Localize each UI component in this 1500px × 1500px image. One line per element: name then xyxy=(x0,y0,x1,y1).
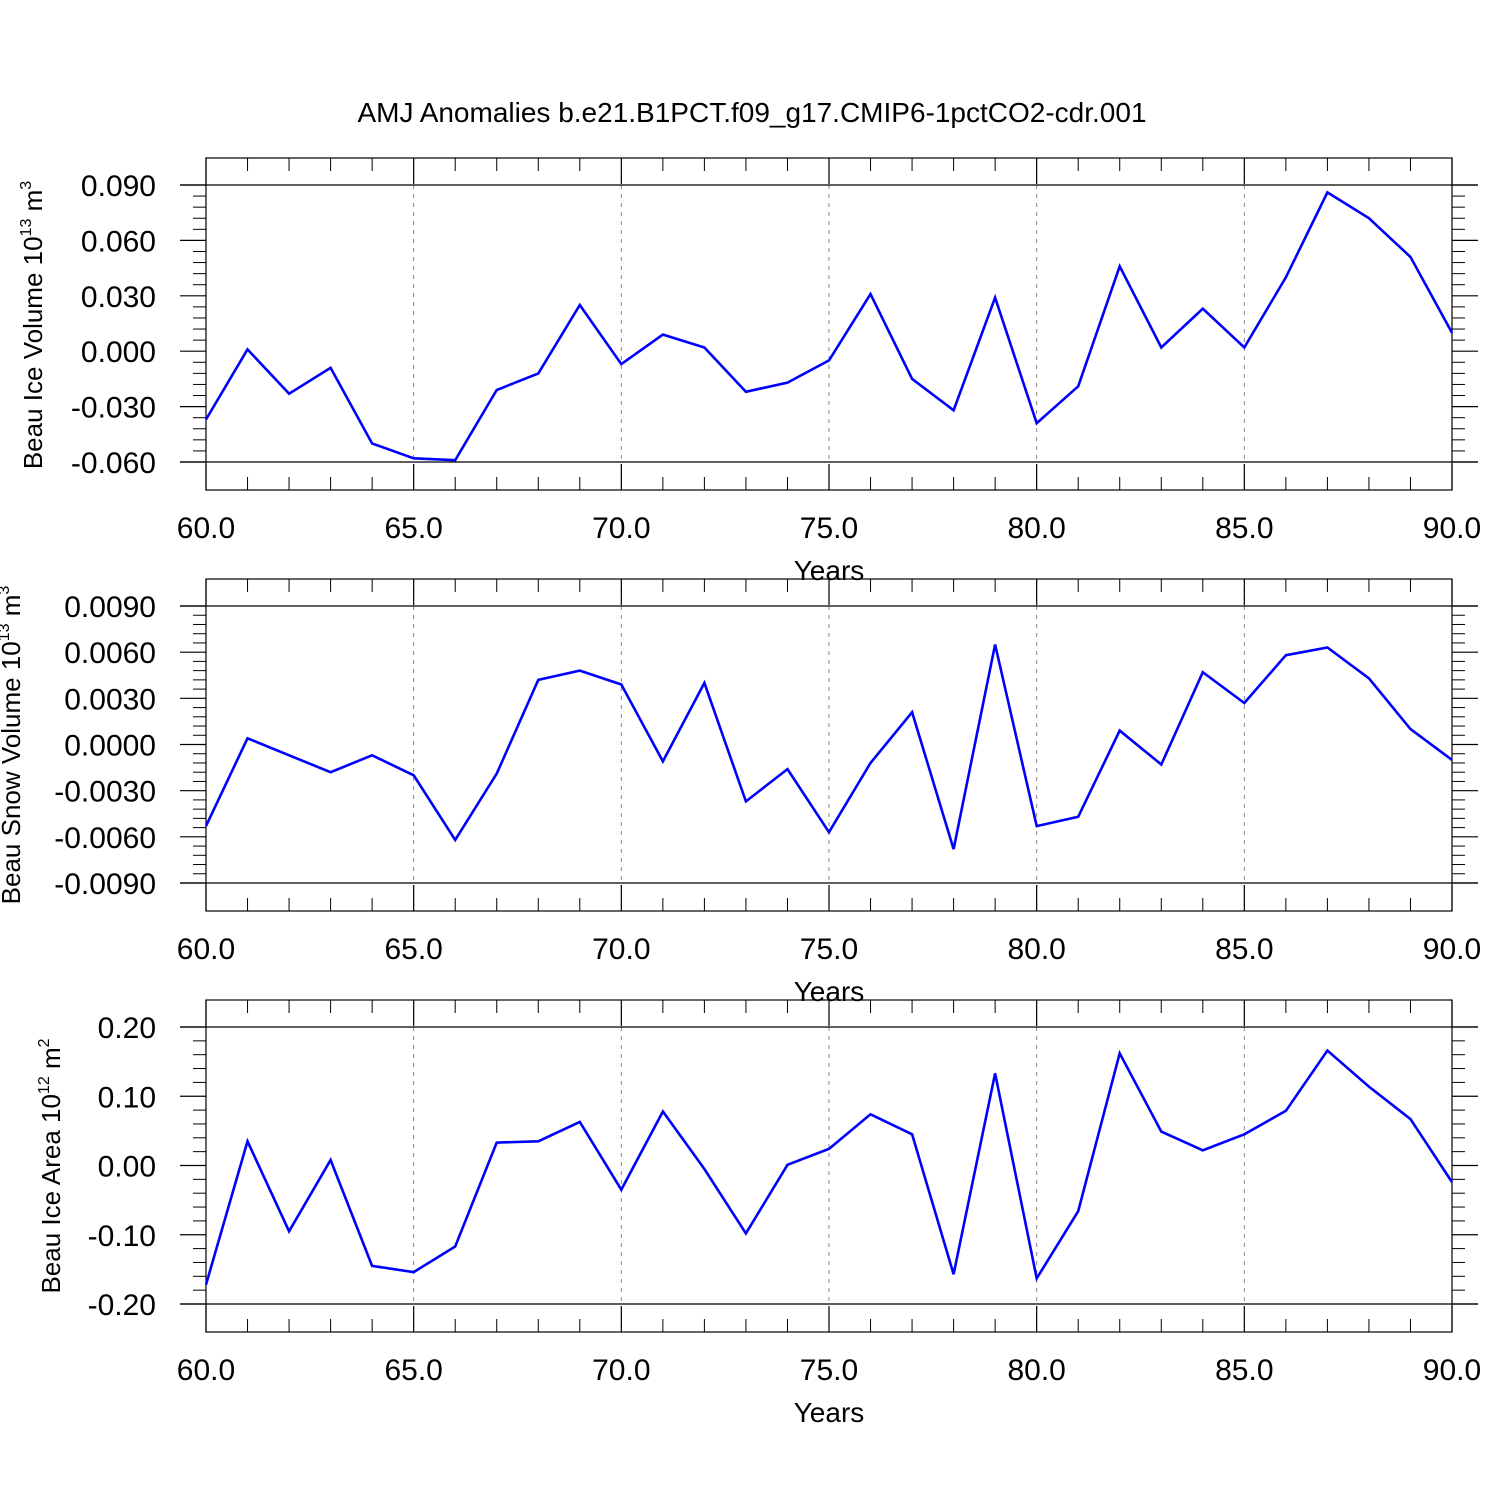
y-tick-label: -0.0090 xyxy=(54,868,156,901)
series-line xyxy=(204,1048,1454,1285)
y-tick-label: 0.0090 xyxy=(64,591,156,624)
x-tick-label: 85.0 xyxy=(1215,512,1273,545)
y-tick-label: 0.030 xyxy=(81,281,156,314)
series-line xyxy=(204,644,1453,850)
y-tick-label: -0.20 xyxy=(88,1289,156,1322)
y-tick-label: -0.030 xyxy=(71,392,156,425)
y-axis-label: Beau Snow Volume 1013 m3 xyxy=(0,586,26,905)
y-tick-label: 0.20 xyxy=(98,1012,156,1045)
x-tick-label: 65.0 xyxy=(384,1354,442,1387)
y-tick-label: -0.0060 xyxy=(54,822,156,855)
x-tick-label: 65.0 xyxy=(384,933,442,966)
x-tick-label: 70.0 xyxy=(592,512,650,545)
x-tick-label: 60.0 xyxy=(177,1354,235,1387)
y-tick-label: 0.00 xyxy=(98,1151,156,1184)
x-tick-label: 80.0 xyxy=(1007,1354,1065,1387)
y-tick-label: 0.090 xyxy=(81,170,156,203)
x-tick-label: 80.0 xyxy=(1007,512,1065,545)
x-tick-label: 75.0 xyxy=(800,1354,858,1387)
x-tick-label: 60.0 xyxy=(177,512,235,545)
x-tick-label: 60.0 xyxy=(177,933,235,966)
x-tick-label: 65.0 xyxy=(384,512,442,545)
y-tick-label: 0.0000 xyxy=(64,730,156,763)
x-tick-label: 80.0 xyxy=(1007,933,1065,966)
chart-panel-2: -0.0090 -0.0060 -0.0030 0.0000 0.0030 0.0060 0… xyxy=(0,578,1481,1007)
y-tick-label: 0.0030 xyxy=(64,683,156,716)
x-tick-label: 85.0 xyxy=(1215,1354,1273,1387)
y-tick-label: 0.10 xyxy=(98,1081,156,1114)
chart-panel-1: -0.060 -0.030 0.000 0.030 0.060 0.090 60.0 65.0… xyxy=(18,157,1481,586)
y-tick-label: 0.0060 xyxy=(64,637,156,670)
x-tick-label: 85.0 xyxy=(1215,933,1273,966)
y-axis-label: Beau Ice Volume 1013 m3 xyxy=(18,181,48,469)
y-tick-label: 0.000 xyxy=(81,336,156,369)
chart-title: AMJ Anomalies b.e21.B1PCT.f09_g17.CMIP6-… xyxy=(357,97,1146,128)
chart-panel-3: -0.20 -0.10 0.00 0.10 0.20 60.0 65.0 70.0 75.0 80… xyxy=(36,999,1481,1428)
x-tick-label: 70.0 xyxy=(592,933,650,966)
series-line xyxy=(204,190,1454,462)
y-tick-label: -0.0030 xyxy=(54,776,156,809)
y-axis-label: Beau Ice Area 1012 m2 xyxy=(36,1038,66,1293)
x-tick-label: 90.0 xyxy=(1423,1354,1481,1387)
x-axis-label: Years xyxy=(794,1397,865,1428)
y-tick-label: -0.10 xyxy=(88,1220,156,1253)
y-tick-label: -0.060 xyxy=(71,447,156,480)
x-tick-label: 75.0 xyxy=(800,512,858,545)
x-tick-label: 75.0 xyxy=(800,933,858,966)
y-tick-label: 0.060 xyxy=(81,225,156,258)
x-tick-label: 90.0 xyxy=(1423,933,1481,966)
x-tick-label: 90.0 xyxy=(1423,512,1481,545)
x-tick-label: 70.0 xyxy=(592,1354,650,1387)
